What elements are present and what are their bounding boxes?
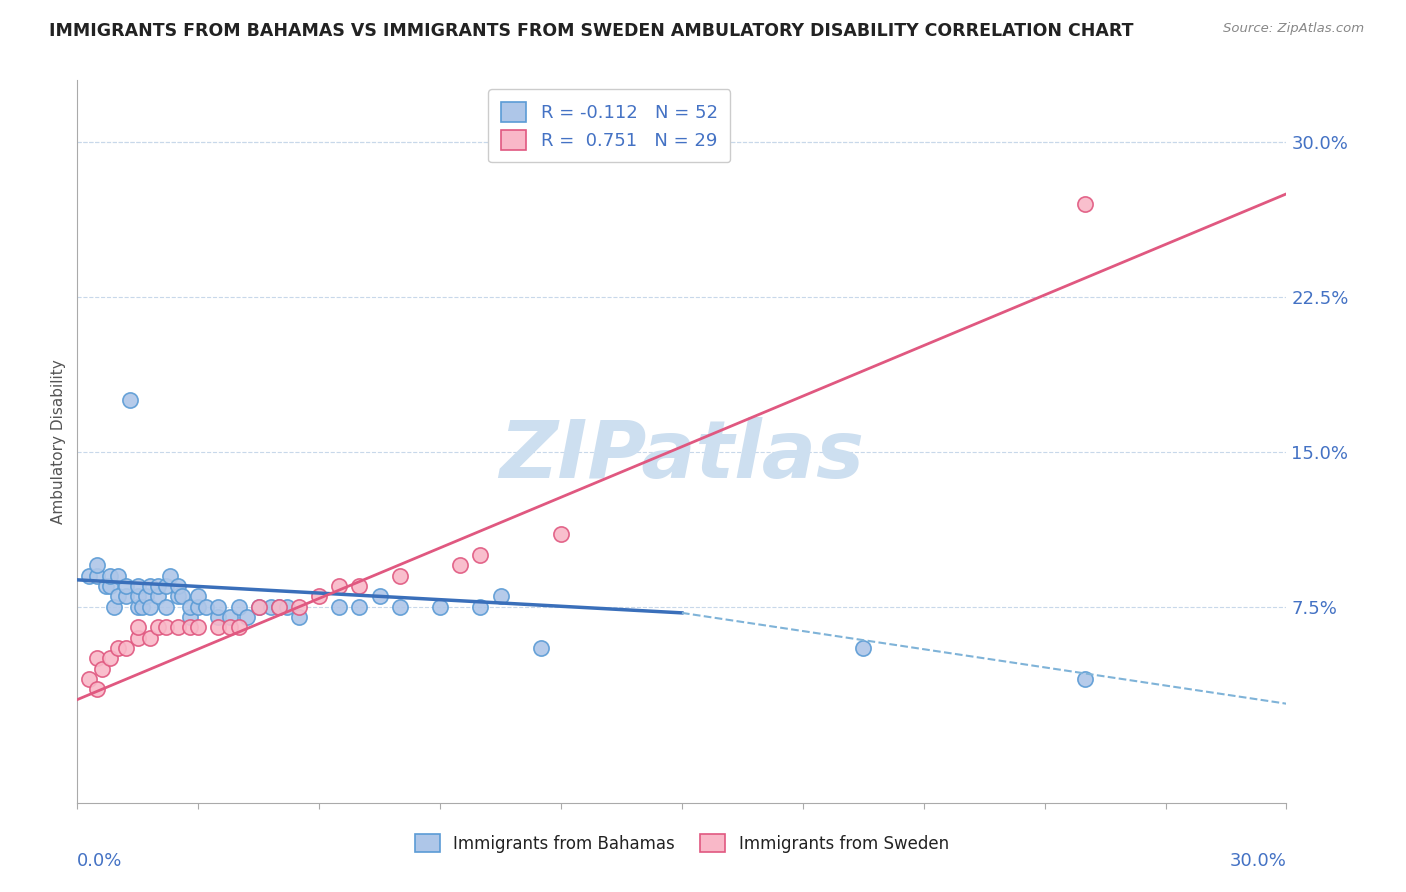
Point	[207, 610, 229, 624]
Point	[328, 579, 350, 593]
Point	[187, 620, 209, 634]
Point	[159, 568, 181, 582]
Point	[114, 590, 136, 604]
Point	[207, 620, 229, 634]
Legend: Immigrants from Bahamas, Immigrants from Sweden: Immigrants from Bahamas, Immigrants from…	[409, 828, 955, 860]
Point	[114, 640, 136, 655]
Point	[530, 640, 553, 655]
Point	[107, 640, 129, 655]
Point	[103, 599, 125, 614]
Point	[187, 599, 209, 614]
Point	[167, 590, 190, 604]
Point	[288, 599, 311, 614]
Point	[1074, 672, 1097, 686]
Point	[429, 599, 451, 614]
Text: IMMIGRANTS FROM BAHAMAS VS IMMIGRANTS FROM SWEDEN AMBULATORY DISABILITY CORRELAT: IMMIGRANTS FROM BAHAMAS VS IMMIGRANTS FR…	[49, 22, 1133, 40]
Point	[86, 568, 108, 582]
Text: Source: ZipAtlas.com: Source: ZipAtlas.com	[1223, 22, 1364, 36]
Point	[167, 620, 190, 634]
Point	[98, 568, 121, 582]
Point	[146, 620, 169, 634]
Point	[349, 599, 371, 614]
Point	[308, 590, 330, 604]
Point	[247, 599, 270, 614]
Point	[179, 620, 201, 634]
Point	[267, 599, 290, 614]
Point	[127, 631, 149, 645]
Point	[328, 599, 350, 614]
Point	[195, 599, 218, 614]
Point	[449, 558, 471, 573]
Point	[155, 579, 177, 593]
Point	[179, 610, 201, 624]
Point	[79, 568, 101, 582]
Point	[388, 568, 411, 582]
Point	[98, 579, 121, 593]
Point	[127, 620, 149, 634]
Point	[139, 579, 162, 593]
Point	[107, 590, 129, 604]
Point	[489, 590, 512, 604]
Point	[228, 620, 250, 634]
Point	[172, 590, 194, 604]
Point	[146, 579, 169, 593]
Point	[135, 590, 157, 604]
Point	[131, 599, 153, 614]
Text: ZIPatlas: ZIPatlas	[499, 417, 865, 495]
Point	[267, 599, 290, 614]
Point	[470, 599, 492, 614]
Point	[219, 610, 242, 624]
Point	[86, 651, 108, 665]
Point	[228, 599, 250, 614]
Point	[127, 590, 149, 604]
Point	[167, 579, 190, 593]
Point	[260, 599, 283, 614]
Point	[86, 558, 108, 573]
Point	[550, 527, 572, 541]
Point	[114, 579, 136, 593]
Point	[276, 599, 298, 614]
Point	[852, 640, 875, 655]
Point	[288, 610, 311, 624]
Point	[179, 599, 201, 614]
Point	[219, 620, 242, 634]
Point	[86, 682, 108, 697]
Point	[139, 599, 162, 614]
Point	[94, 579, 117, 593]
Point	[368, 590, 391, 604]
Point	[98, 651, 121, 665]
Point	[107, 568, 129, 582]
Point	[235, 610, 257, 624]
Point	[1074, 197, 1097, 211]
Point	[247, 599, 270, 614]
Point	[187, 590, 209, 604]
Point	[127, 599, 149, 614]
Point	[349, 579, 371, 593]
Point	[79, 672, 101, 686]
Point	[127, 579, 149, 593]
Point	[146, 590, 169, 604]
Point	[155, 599, 177, 614]
Point	[90, 662, 112, 676]
Point	[207, 599, 229, 614]
Point	[139, 631, 162, 645]
Text: 30.0%: 30.0%	[1230, 852, 1286, 870]
Y-axis label: Ambulatory Disability: Ambulatory Disability	[51, 359, 66, 524]
Point	[388, 599, 411, 614]
Text: 0.0%: 0.0%	[77, 852, 122, 870]
Point	[470, 548, 492, 562]
Point	[118, 393, 141, 408]
Point	[155, 620, 177, 634]
